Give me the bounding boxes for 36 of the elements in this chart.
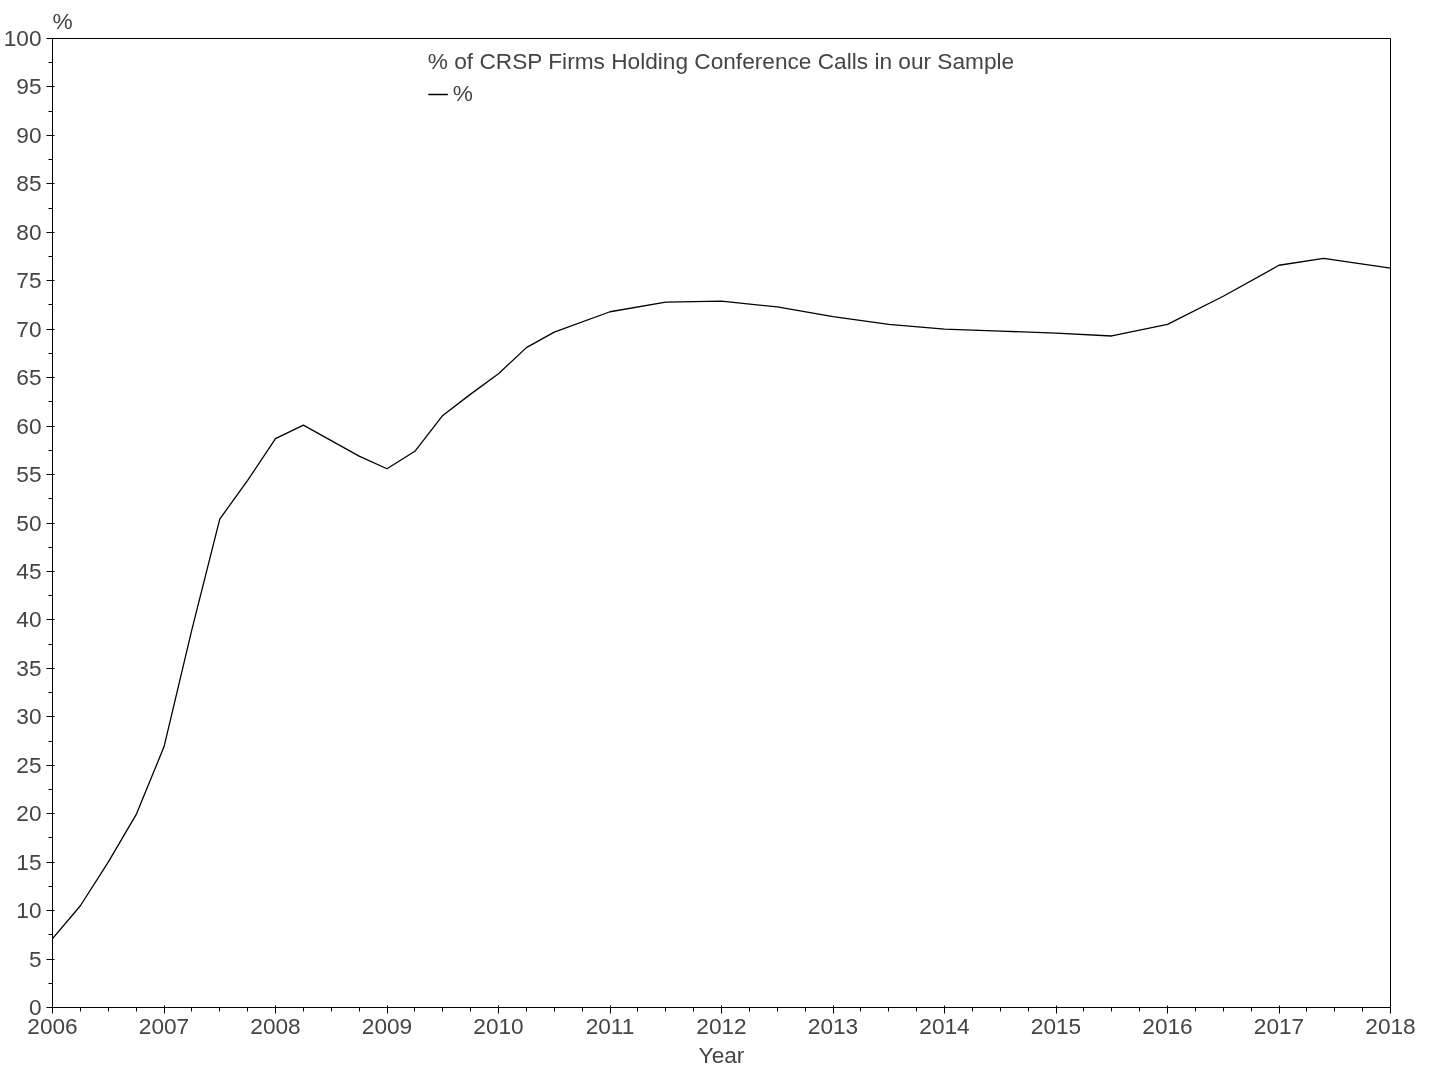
y-tick-label: 35 [16, 654, 42, 681]
x-tick-label: 2013 [807, 1012, 859, 1039]
legend-title: % of CRSP Firms Holding Conference Calls in our Sample [427, 48, 1015, 75]
y-tick-label: 90 [16, 121, 42, 148]
y-tick-label: 65 [16, 364, 42, 391]
y-tick-label: 45 [16, 557, 42, 584]
y-tick-label: 80 [16, 218, 42, 245]
y-tick-label: 25 [16, 751, 42, 778]
y-tick-label: 20 [16, 800, 42, 827]
y-tick-label: 95 [16, 73, 42, 100]
legend-label: % [452, 80, 473, 107]
y-tick-label: 75 [16, 267, 42, 294]
x-tick-label: 2008 [250, 1012, 301, 1039]
x-tick-label: 2010 [473, 1012, 524, 1039]
x-tick-label: 2007 [138, 1012, 190, 1039]
x-tick-label: 2018 [1365, 1012, 1416, 1039]
y-tick-label: 50 [16, 509, 42, 536]
x-tick-label: 2017 [1253, 1012, 1305, 1039]
y-tick-label: 100 [3, 25, 42, 51]
x-tick-label: 2011 [585, 1012, 635, 1039]
x-tick-label: 2009 [361, 1012, 413, 1039]
x-tick-label: 2012 [696, 1012, 747, 1039]
y-axis-title: % [52, 7, 73, 34]
y-tick-label: 15 [16, 848, 42, 875]
y-tick-label: 70 [16, 315, 42, 342]
y-tick-label: 85 [16, 170, 42, 197]
y-tick-label: 10 [16, 897, 42, 924]
x-tick-label: 2015 [1030, 1012, 1082, 1039]
y-tick-label: 55 [16, 461, 42, 488]
y-tick-label: 40 [16, 606, 42, 633]
y-tick-label: 30 [16, 703, 42, 730]
y-tick-label: 60 [16, 412, 42, 439]
x-tick-label: 2014 [919, 1012, 970, 1039]
x-tick-label: 2016 [1142, 1012, 1193, 1039]
x-axis-title: Year [698, 1041, 745, 1068]
y-tick-label: 5 [28, 945, 42, 972]
